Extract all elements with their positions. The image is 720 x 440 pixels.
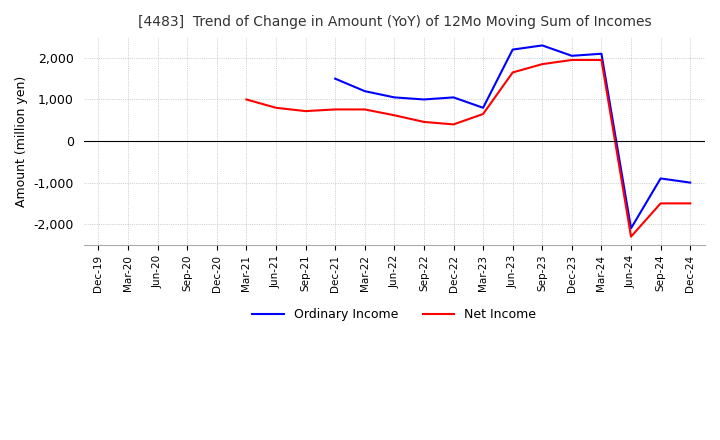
Ordinary Income — [626, 226, 635, 231]
Ordinary Income — [538, 43, 546, 48]
Legend: Ordinary Income, Net Income: Ordinary Income, Net Income — [248, 303, 541, 326]
Net Income — [390, 113, 399, 118]
Net Income — [330, 107, 339, 112]
Net Income — [301, 109, 310, 114]
Net Income — [626, 234, 635, 239]
Line: Ordinary Income: Ordinary Income — [335, 45, 690, 228]
Net Income — [538, 62, 546, 67]
Net Income — [508, 70, 517, 75]
Net Income — [242, 97, 251, 102]
Ordinary Income — [420, 97, 428, 102]
Title: [4483]  Trend of Change in Amount (YoY) of 12Mo Moving Sum of Incomes: [4483] Trend of Change in Amount (YoY) o… — [138, 15, 651, 29]
Net Income — [597, 57, 606, 62]
Net Income — [449, 122, 458, 127]
Net Income — [657, 201, 665, 206]
Net Income — [271, 105, 280, 110]
Ordinary Income — [330, 76, 339, 81]
Net Income — [479, 111, 487, 117]
Ordinary Income — [508, 47, 517, 52]
Ordinary Income — [479, 105, 487, 110]
Net Income — [567, 57, 576, 62]
Net Income — [686, 201, 695, 206]
Ordinary Income — [390, 95, 399, 100]
Y-axis label: Amount (million yen): Amount (million yen) — [15, 75, 28, 207]
Net Income — [361, 107, 369, 112]
Line: Net Income: Net Income — [246, 60, 690, 237]
Ordinary Income — [449, 95, 458, 100]
Ordinary Income — [567, 53, 576, 59]
Ordinary Income — [657, 176, 665, 181]
Ordinary Income — [686, 180, 695, 185]
Ordinary Income — [597, 51, 606, 56]
Net Income — [420, 119, 428, 125]
Ordinary Income — [361, 88, 369, 94]
